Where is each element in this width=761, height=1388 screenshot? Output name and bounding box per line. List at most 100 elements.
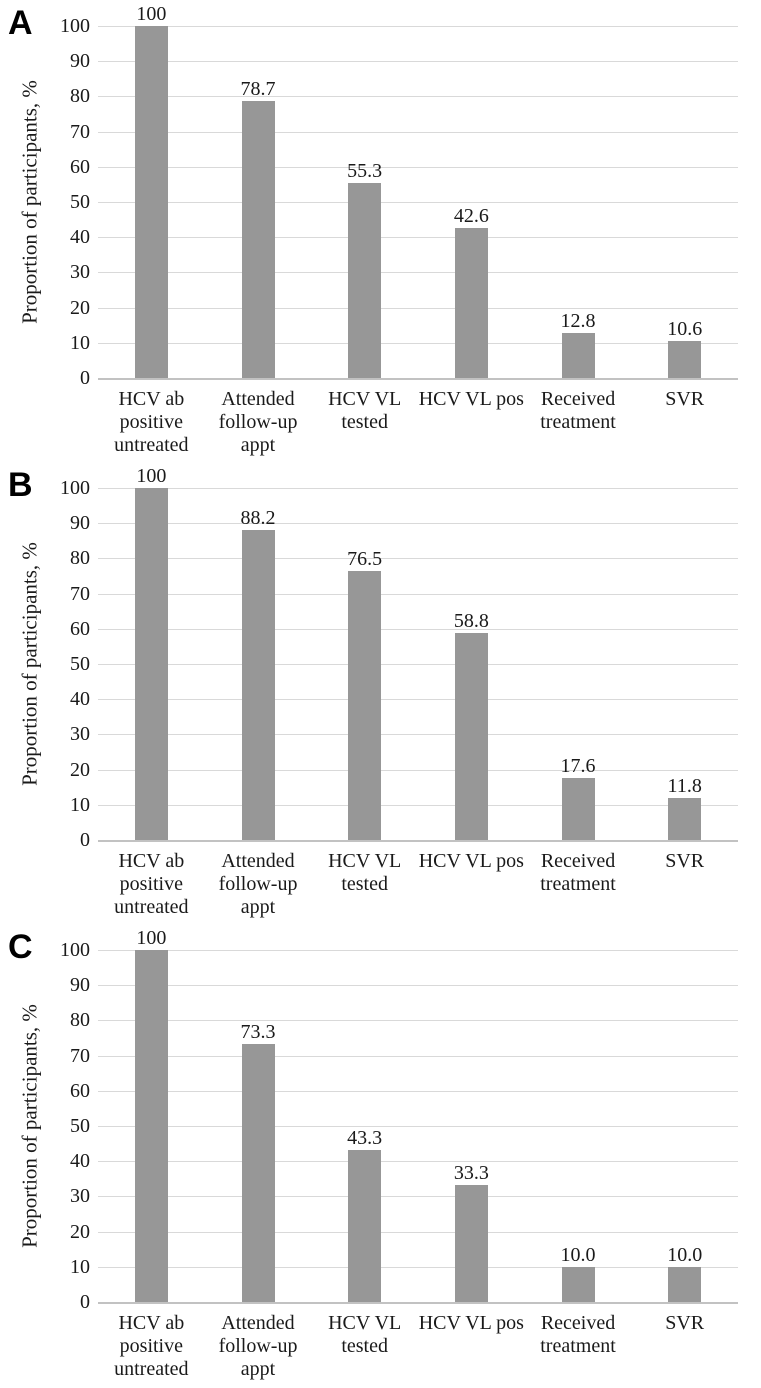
bar-value-label: 17.6 bbox=[560, 755, 596, 778]
y-tick-label: 60 bbox=[70, 617, 90, 640]
y-tick-label: 50 bbox=[70, 191, 90, 213]
bar: 100 bbox=[134, 4, 168, 378]
y-tick-label: 70 bbox=[70, 1044, 90, 1067]
bar-slot: 10.0 bbox=[525, 950, 632, 1302]
category-label: Received treatment bbox=[540, 850, 616, 895]
bar-slot: 33.3 bbox=[418, 950, 525, 1302]
gridline bbox=[98, 1055, 738, 1057]
gridline bbox=[98, 734, 738, 736]
bar: 100 bbox=[134, 466, 168, 840]
bar-slots: 100 88.2 76.5 58.8 17.6 11.8 bbox=[98, 466, 738, 840]
x-category-labels: HCV ab positive untreated Attended follow… bbox=[98, 850, 738, 919]
x-category-labels: HCV ab positive untreated Attended follow… bbox=[98, 388, 738, 457]
y-tick-label: 70 bbox=[70, 582, 90, 605]
gridline bbox=[98, 237, 738, 239]
bar: 10.0 bbox=[667, 1245, 702, 1302]
gridline bbox=[98, 1196, 738, 1198]
gridline bbox=[98, 523, 738, 525]
category-label: Attended follow-up appt bbox=[218, 388, 298, 456]
bar-value-label: 73.3 bbox=[240, 1020, 276, 1043]
bar-value-label: 42.6 bbox=[453, 205, 489, 228]
gridline bbox=[98, 96, 738, 98]
y-tick-label: 60 bbox=[70, 155, 90, 178]
bar: 73.3 bbox=[241, 1022, 276, 1302]
category-label: Attended follow-up appt bbox=[218, 850, 298, 918]
plot-area: 100 73.3 43.3 33.3 10.0 10.0 bbox=[98, 928, 738, 1304]
bar-slot: 17.6 bbox=[525, 488, 632, 840]
y-tick-label: 80 bbox=[70, 547, 90, 570]
y-tick-label: 10 bbox=[70, 1255, 90, 1278]
gridline bbox=[98, 1231, 738, 1233]
y-tick-label: 50 bbox=[70, 653, 90, 675]
panel-letter: C bbox=[8, 928, 33, 966]
gridline bbox=[98, 1126, 738, 1127]
bar-value-label: 100 bbox=[136, 465, 167, 487]
bar-slot: 55.3 bbox=[311, 26, 418, 378]
y-tick-label: 10 bbox=[70, 793, 90, 816]
category-label: HCV VL pos bbox=[418, 850, 524, 872]
gridline bbox=[98, 1090, 738, 1092]
y-tick-label: 0 bbox=[80, 367, 90, 389]
y-tick-label: 0 bbox=[80, 829, 90, 851]
y-tick-label: 20 bbox=[70, 758, 90, 781]
bar: 76.5 bbox=[347, 549, 382, 840]
gridline bbox=[98, 272, 738, 274]
bar-slot: 73.3 bbox=[205, 950, 312, 1302]
bar-slot: 76.5 bbox=[311, 488, 418, 840]
category-label: SVR bbox=[665, 388, 705, 410]
gridline bbox=[98, 558, 738, 560]
bar: 42.6 bbox=[454, 206, 489, 378]
bar: 55.3 bbox=[347, 161, 382, 378]
panel-letter: A bbox=[8, 4, 33, 42]
bar-slot: 11.8 bbox=[631, 488, 738, 840]
bar: 100 bbox=[134, 928, 168, 1302]
gridline bbox=[98, 985, 738, 987]
bar-slot: 88.2 bbox=[205, 488, 312, 840]
y-tick-label: 0 bbox=[80, 1291, 90, 1313]
gridline bbox=[98, 950, 738, 951]
y-tick-label: 40 bbox=[70, 226, 90, 249]
gridline bbox=[98, 131, 738, 133]
category-label: HCV ab positive untreated bbox=[114, 850, 189, 918]
category-label: HCV VL tested bbox=[328, 388, 402, 433]
y-tick-label: 60 bbox=[70, 1079, 90, 1102]
panel-b: B Proportion of participants, % 0 10 20 30 4… bbox=[0, 462, 761, 924]
y-axis-ticks: 0 10 20 30 40 50 60 70 80 90 100 bbox=[0, 15, 90, 389]
y-tick-label: 100 bbox=[60, 15, 90, 37]
bar-value-label: 100 bbox=[136, 3, 167, 25]
y-tick-label: 50 bbox=[70, 1115, 90, 1137]
bar-value-label: 76.5 bbox=[347, 547, 383, 570]
bar-value-label: 10.0 bbox=[667, 1243, 703, 1266]
bar: 17.6 bbox=[561, 756, 596, 840]
y-tick-label: 40 bbox=[70, 1150, 90, 1173]
gridline bbox=[98, 1161, 738, 1163]
y-tick-label: 20 bbox=[70, 1220, 90, 1243]
bar-value-label: 88.2 bbox=[240, 506, 276, 529]
bar: 11.8 bbox=[668, 776, 702, 840]
bar-slot: 10.0 bbox=[631, 950, 738, 1302]
bar: 78.7 bbox=[241, 79, 276, 378]
gridline bbox=[98, 804, 738, 806]
bar-value-label: 58.8 bbox=[453, 610, 489, 633]
bar: 33.3 bbox=[454, 1163, 489, 1302]
panel-c: C Proportion of participants, % 0 10 20 30 4… bbox=[0, 924, 761, 1386]
gridline bbox=[98, 61, 738, 63]
y-tick-label: 100 bbox=[60, 939, 90, 961]
bar-value-label: 33.3 bbox=[453, 1161, 489, 1184]
bar-slot: 78.7 bbox=[205, 26, 312, 378]
bar-slot: 12.8 bbox=[525, 26, 632, 378]
y-axis-ticks: 0 10 20 30 40 50 60 70 80 90 100 bbox=[0, 477, 90, 851]
gridline bbox=[98, 166, 738, 168]
y-tick-label: 80 bbox=[70, 85, 90, 108]
y-tick-label: 30 bbox=[70, 723, 90, 746]
x-category-labels: HCV ab positive untreated Attended follow… bbox=[98, 1312, 738, 1381]
y-tick-label: 70 bbox=[70, 120, 90, 143]
y-tick-label: 90 bbox=[70, 974, 90, 997]
category-label: HCV VL tested bbox=[328, 850, 402, 895]
bar-value-label: 78.7 bbox=[240, 77, 276, 100]
y-tick-label: 30 bbox=[70, 1185, 90, 1208]
gridline bbox=[98, 699, 738, 701]
category-label: HCV ab positive untreated bbox=[114, 388, 189, 456]
bar-slot: 43.3 bbox=[311, 950, 418, 1302]
